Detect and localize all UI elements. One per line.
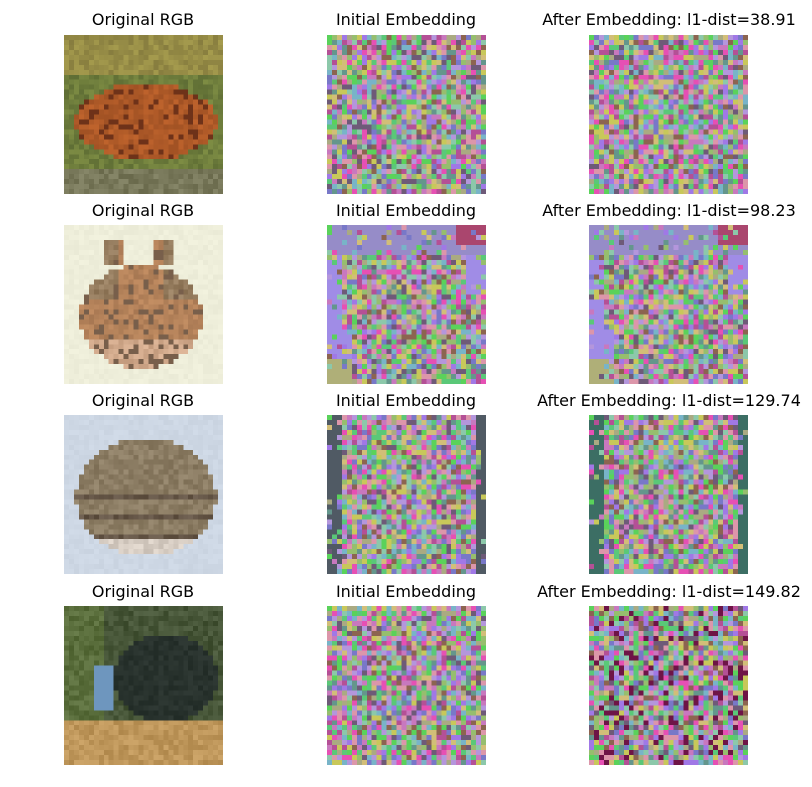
cat-photo-image <box>64 225 223 384</box>
panel-title-initial-embedding: Initial Embedding <box>335 391 477 410</box>
panel-title-original: Original RGB <box>91 201 195 220</box>
panel-title-initial-embedding: Initial Embedding <box>335 201 477 220</box>
panel-title-original: Original RGB <box>91 391 195 410</box>
panel-title-after-embedding: After Embedding: l1-dist=149.82 <box>537 582 801 601</box>
panel-title-after-embedding: After Embedding: l1-dist=98.23 <box>542 201 796 220</box>
panel-title-original: Original RGB <box>91 582 195 601</box>
after-embedding-image <box>589 225 748 384</box>
after-embedding-image <box>589 606 748 765</box>
after-embedding-image <box>589 415 748 574</box>
frog-photo-image <box>64 35 223 194</box>
panel-title-original: Original RGB <box>91 10 195 29</box>
panel-title-initial-embedding: Initial Embedding <box>335 582 477 601</box>
panel-title-after-embedding: After Embedding: l1-dist=38.91 <box>542 10 796 29</box>
initial-embedding-image <box>327 606 486 765</box>
initial-embedding-image <box>327 415 486 574</box>
panel-title-initial-embedding: Initial Embedding <box>335 10 477 29</box>
panel-title-after-embedding: After Embedding: l1-dist=129.74 <box>537 391 801 410</box>
cat-photo-image <box>64 415 223 574</box>
initial-embedding-image <box>327 225 486 384</box>
bird-photo-image <box>64 606 223 765</box>
initial-embedding-image <box>327 35 486 194</box>
after-embedding-image <box>589 35 748 194</box>
